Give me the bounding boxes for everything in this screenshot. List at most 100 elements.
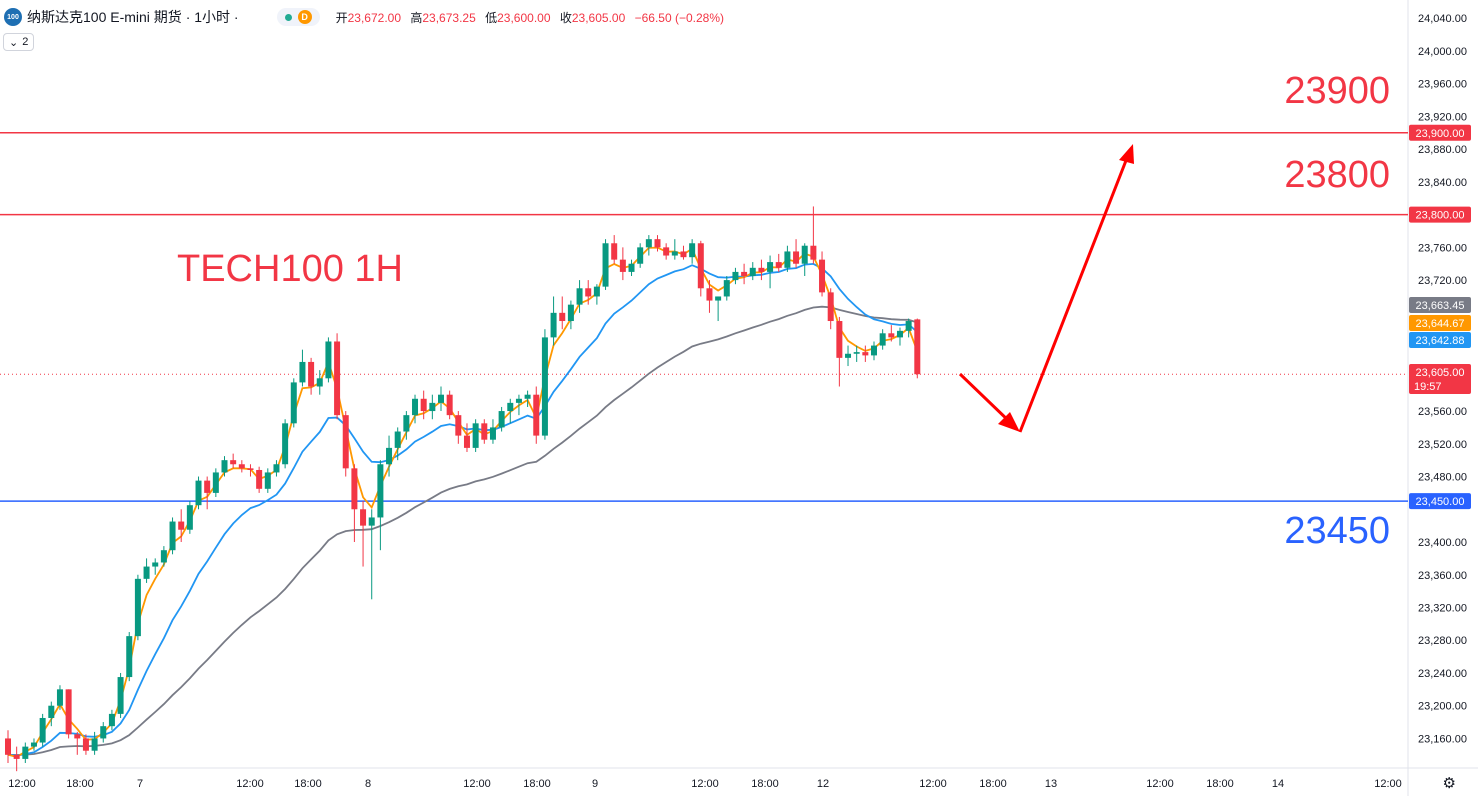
candle-body [368,517,375,526]
time-tick-label: 18:00 [294,778,322,790]
price-tag-label: 23,644.67 [1416,318,1465,330]
time-tick-label: 13 [1045,778,1057,790]
candle-body [273,464,280,473]
price-tick-label: 23,880.00 [1418,144,1467,156]
high-label: 高 [410,10,423,25]
projection-down-arrowhead [998,412,1020,432]
candle-body [819,259,826,293]
fast-ema-line [7,246,919,758]
price-tick-label: 23,240.00 [1418,668,1467,680]
time-tick-label: 12:00 [919,778,947,790]
candle-body [403,415,410,432]
candle-body [22,746,29,759]
candle-body [576,288,583,305]
candle-body [845,353,852,358]
candle-body [524,394,531,399]
candle-body [767,262,774,272]
price-tick-label: 23,400.00 [1418,537,1467,549]
change-value: −66.50 (−0.28%) [634,10,724,25]
candle-body [489,427,496,440]
close-label: 收 [559,10,572,25]
candle-body [793,251,800,264]
slow-ma-line [7,305,918,756]
candle-body [871,345,877,356]
candle-body [230,460,237,465]
horizontal-level-tag [1409,493,1471,510]
candle-body [152,562,159,567]
price-tick-label: 23,760.00 [1418,242,1467,254]
time-tick-label: 12:00 [8,778,36,790]
price-tag-label: 23,642.88 [1416,335,1465,347]
time-tick-label: 14 [1272,778,1284,790]
price-tick-label: 23,560.00 [1418,406,1467,418]
price-tag-label: 23,663.45 [1416,300,1465,312]
candle-body [836,321,843,358]
price-tick-label: 23,920.00 [1418,111,1467,123]
price-tag [1409,297,1471,313]
candle-body [82,738,89,751]
projection-up-arrowhead [1119,144,1134,164]
candle-body [143,566,150,579]
candle-body [706,288,713,301]
time-tick-label: 7 [137,778,143,790]
candle-body [619,259,626,272]
time-tick-label: 12 [817,778,829,790]
candle-body [637,247,644,264]
chevron-down-icon: ⌄ [9,36,19,49]
candle-body [827,292,834,322]
horizontal-level-tag [1409,206,1471,223]
candle-body [195,480,202,506]
time-tick-label: 18:00 [66,778,94,790]
candle-body [134,578,141,637]
candle-body [299,361,306,383]
price-tick-label: 23,520.00 [1418,439,1467,451]
candle-body [533,394,540,436]
price-tick-label: 23,160.00 [1418,733,1467,745]
countdown-label: 19:57 [1414,381,1442,393]
candle-body [611,243,618,260]
candle-body [879,333,886,346]
time-tick-label: 18:00 [751,778,779,790]
symbol-title[interactable]: 纳斯达克100 E-mini 期货 · 1小时 · [27,9,239,25]
market-status-pill[interactable]: D [276,8,320,26]
candle-body [386,447,393,465]
candle-body [56,689,63,706]
settings-gear-icon[interactable]: ⚙ [1442,775,1456,792]
candle-body [238,464,245,469]
candle-body [680,251,687,258]
candle-body [30,742,37,747]
candle-body [74,734,81,739]
price-tick-label: 23,480.00 [1418,472,1467,484]
candle-body [715,296,722,301]
time-tick-label: 12:00 [1374,778,1402,790]
candle-body [628,263,635,272]
low-value: 23,600.00 [497,10,551,25]
price-tick-label: 23,360.00 [1418,570,1467,582]
candle-body [810,245,817,260]
price-tick-label: 24,040.00 [1418,13,1467,25]
candle-body [498,411,505,428]
candle-body [108,713,115,727]
time-tick-label: 8 [365,778,371,790]
mid-ema-line [7,262,918,757]
candle-body [654,239,661,248]
candle-body [446,394,453,416]
indicators-toggle[interactable]: ⌄ 2 [3,33,35,51]
candle-body [602,243,609,287]
candle-body [645,239,652,248]
time-tick-label: 12:00 [236,778,264,790]
candle-body [723,280,730,297]
price-tick-label: 23,720.00 [1418,275,1467,287]
candle-body [914,319,921,375]
candle-body [550,312,557,338]
symbol-logo[interactable]: 100 [4,8,22,26]
candle-body [515,398,522,403]
projection-down-line [958,372,1014,426]
candle-body [689,243,696,258]
candle-body [351,468,358,510]
candle-body [282,423,289,465]
candle-body [65,689,72,735]
price-tick-label: 23,320.00 [1418,602,1467,614]
candle-body [308,361,315,387]
